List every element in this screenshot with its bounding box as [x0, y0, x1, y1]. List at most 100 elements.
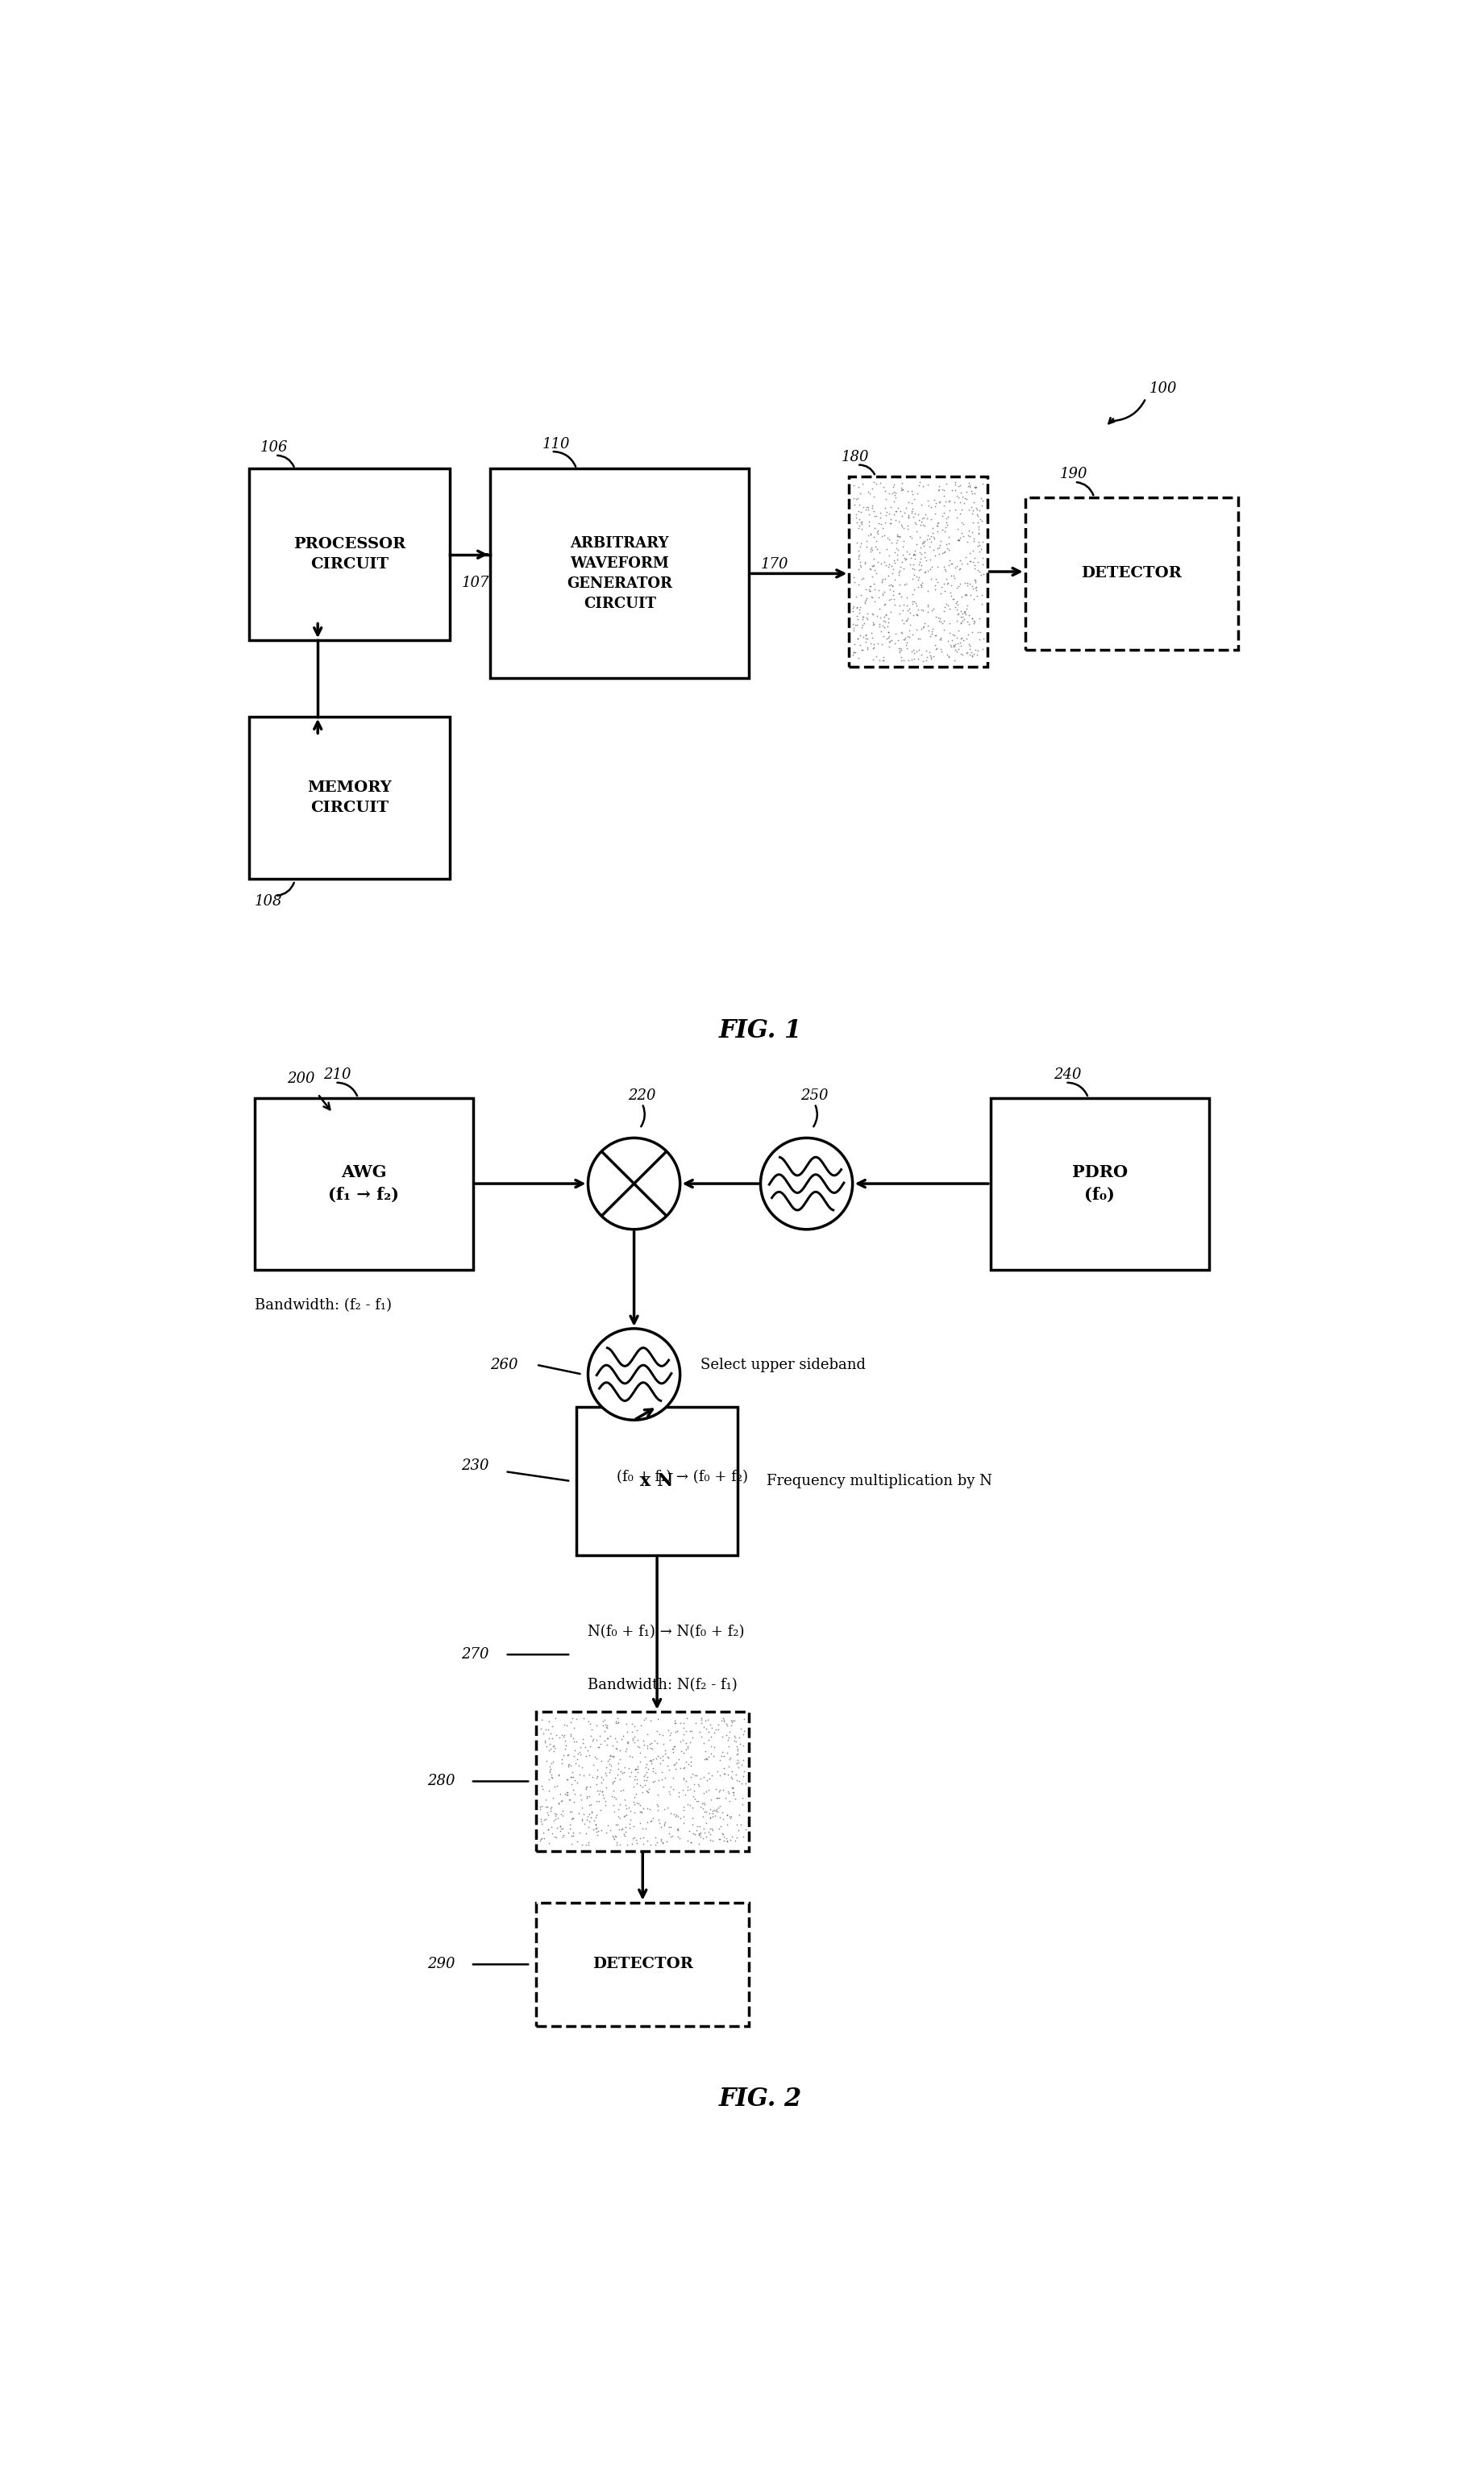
Point — [657, 1775, 681, 1815]
Point — [616, 1713, 640, 1753]
Point — [579, 1726, 603, 1765]
Point — [902, 582, 926, 621]
Point — [913, 552, 936, 592]
Point — [646, 1723, 669, 1763]
Point — [883, 473, 907, 513]
Point — [966, 522, 990, 562]
Point — [727, 1795, 751, 1835]
Point — [889, 577, 913, 617]
Point — [635, 1770, 659, 1810]
Point — [650, 1807, 674, 1847]
Point — [675, 1741, 699, 1780]
Point — [868, 597, 892, 636]
Point — [689, 1815, 712, 1855]
Point — [923, 565, 947, 604]
Point — [585, 1812, 608, 1852]
Point — [856, 490, 880, 530]
Point — [881, 572, 905, 612]
Point — [542, 1726, 565, 1765]
Point — [702, 1790, 726, 1830]
Point — [887, 594, 911, 634]
Point — [604, 1758, 628, 1798]
Point — [693, 1812, 717, 1852]
Point — [607, 1703, 631, 1743]
Point — [865, 552, 889, 592]
Point — [680, 1822, 703, 1862]
Point — [847, 500, 871, 540]
Point — [536, 1810, 559, 1850]
Point — [887, 517, 911, 557]
Point — [585, 1765, 608, 1805]
Point — [953, 562, 976, 602]
Point — [855, 594, 879, 634]
Point — [874, 478, 898, 517]
Point — [954, 594, 978, 634]
Point — [916, 498, 939, 537]
Point — [944, 584, 968, 624]
Point — [850, 503, 874, 542]
Point — [610, 1807, 634, 1847]
Point — [651, 1741, 675, 1780]
Point — [551, 1741, 574, 1780]
Point — [697, 1753, 721, 1793]
Point — [919, 500, 942, 540]
Point — [913, 537, 936, 577]
Point — [565, 1763, 589, 1803]
Point — [692, 1807, 715, 1847]
Point — [914, 631, 938, 671]
Point — [862, 490, 886, 530]
Point — [665, 1795, 689, 1835]
Point — [919, 636, 942, 676]
Point — [861, 488, 884, 527]
Point — [945, 631, 969, 671]
Point — [929, 602, 953, 641]
Point — [708, 1770, 732, 1810]
Point — [540, 1718, 564, 1758]
Point — [873, 607, 896, 646]
Point — [873, 503, 896, 542]
Point — [844, 480, 868, 520]
Point — [889, 490, 913, 530]
Point — [911, 592, 935, 631]
Point — [643, 1760, 666, 1800]
Point — [859, 527, 883, 567]
Point — [923, 624, 947, 664]
Point — [579, 1703, 603, 1743]
Point — [635, 1820, 659, 1859]
Point — [530, 1803, 554, 1842]
Point — [849, 545, 873, 584]
Point — [910, 545, 933, 584]
Point — [663, 1743, 687, 1783]
Point — [539, 1755, 562, 1795]
Point — [548, 1718, 571, 1758]
Point — [904, 587, 928, 626]
Point — [847, 535, 871, 574]
Point — [841, 465, 865, 505]
Point — [724, 1721, 748, 1760]
Point — [923, 617, 947, 656]
Point — [616, 1723, 640, 1763]
Point — [650, 1736, 674, 1775]
Point — [546, 1755, 570, 1795]
Point — [930, 495, 954, 535]
Point — [873, 560, 896, 599]
Point — [726, 1733, 749, 1773]
Point — [895, 577, 919, 617]
Point — [669, 1798, 693, 1837]
Point — [671, 1708, 695, 1748]
Point — [862, 540, 886, 579]
Point — [859, 515, 883, 555]
Text: FIG. 2: FIG. 2 — [718, 2087, 803, 2112]
Point — [614, 1807, 638, 1847]
Point — [607, 1748, 631, 1788]
Point — [899, 470, 923, 510]
Point — [968, 552, 991, 592]
Point — [936, 621, 960, 661]
Point — [625, 1783, 649, 1822]
Point — [659, 1817, 683, 1857]
Point — [687, 1825, 711, 1864]
Point — [635, 1788, 659, 1827]
Point — [715, 1822, 739, 1862]
Point — [954, 574, 978, 614]
Point — [675, 1770, 699, 1810]
